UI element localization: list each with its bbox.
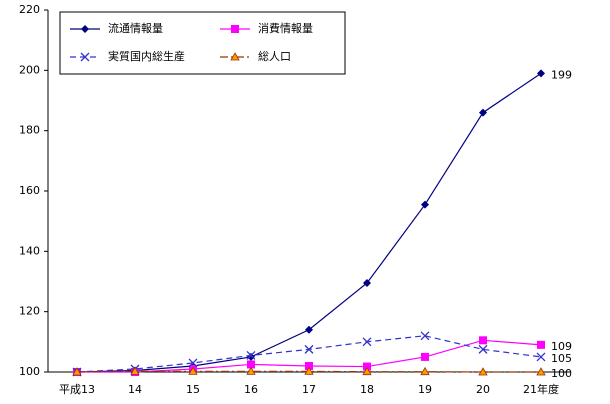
point [305,361,313,370]
point [130,366,140,375]
point [247,352,255,361]
point [304,366,314,375]
y-tick-label: 100 [19,365,40,378]
legend-label: 実質国内総生産 [108,49,185,63]
point [80,52,90,62]
point [536,352,546,362]
point [246,350,256,360]
point [363,279,371,288]
legend-box [59,11,346,75]
point [537,340,545,349]
y-tick-label: 220 [19,3,40,16]
series-line [76,370,541,373]
point [188,366,198,375]
legend-label: 総人口 [258,49,291,63]
x-tick-label: 19 [418,383,432,396]
point [188,358,198,368]
y-tick-label: 180 [19,124,40,137]
point [362,366,372,376]
y-tick-label: 160 [19,184,40,197]
point [72,367,82,376]
legend-label: 消費情報量 [258,21,313,35]
point [421,200,429,209]
point [479,108,487,117]
point [363,362,371,371]
x-tick-label: 15 [186,383,200,396]
x-tick-label: 20 [476,383,490,396]
x-tick-label: 平成13 [59,383,95,396]
end-label: 105 [551,352,572,365]
x-tick-label: 17 [302,383,316,396]
point [231,25,239,33]
point [536,367,546,376]
x-tick-label: 21年度 [523,382,559,396]
x-tick-label: 16 [244,383,258,396]
point [81,25,89,33]
point [246,366,256,375]
point [478,344,488,354]
point [305,325,313,334]
point [230,52,240,61]
point [304,344,314,354]
y-tick-label: 200 [19,63,40,76]
end-label: 199 [551,68,572,81]
point [420,366,430,376]
y-tick-label: 120 [19,305,40,318]
point [362,337,372,347]
y-tick-label: 140 [19,244,40,257]
point [421,352,429,361]
point [537,69,545,78]
point [247,360,255,369]
point [420,331,430,341]
end-label: 109 [551,340,572,353]
x-tick-label: 18 [360,383,374,396]
point [479,336,487,345]
end-label: 100 [551,367,572,380]
point [478,367,488,376]
legend-label: 流通情報量 [108,21,163,35]
x-tick-label: 14 [128,383,142,396]
